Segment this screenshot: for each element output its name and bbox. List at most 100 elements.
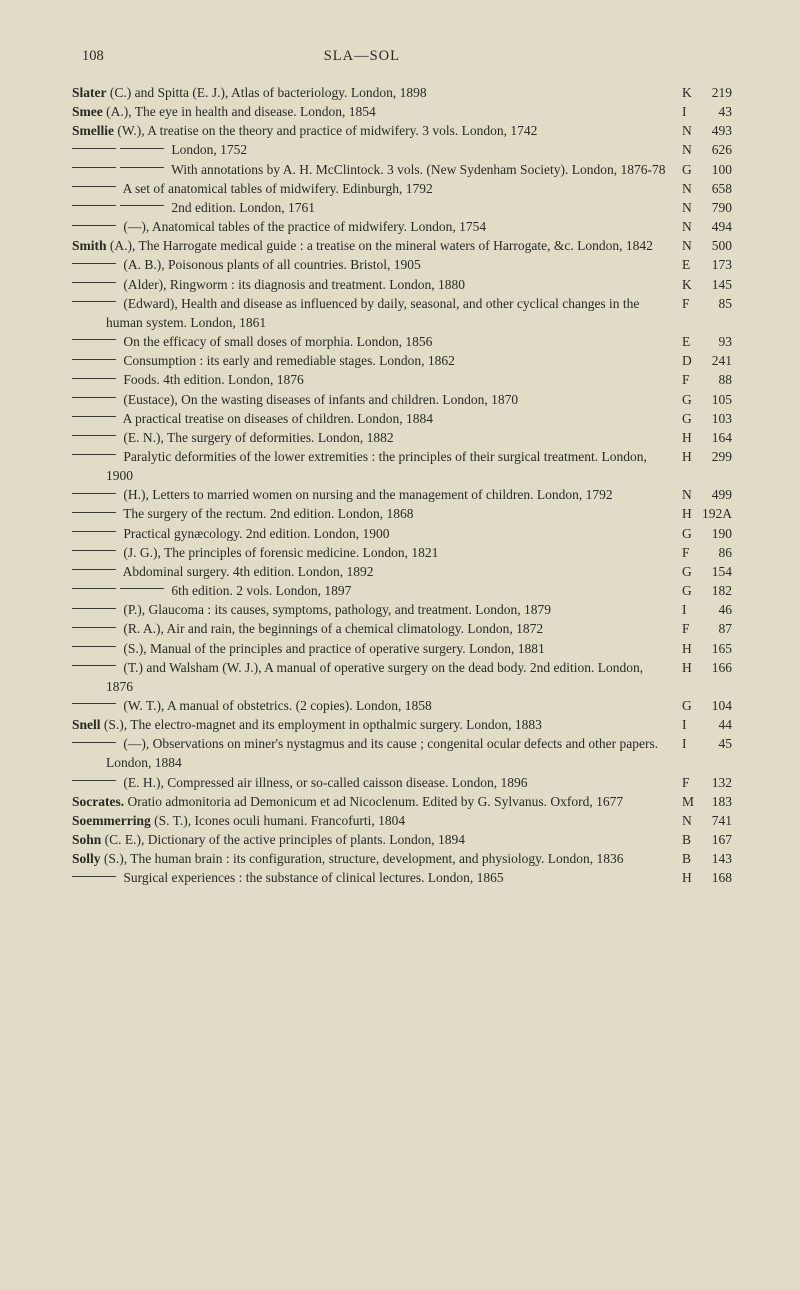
shelf-number: 658 <box>700 179 732 198</box>
entry-description: (E. H.), Compressed air illness, or so-c… <box>120 775 528 790</box>
shelf-code: B167 <box>682 830 740 849</box>
shelf-letter: N <box>682 121 700 140</box>
author-heading: Socrates. <box>72 794 124 809</box>
continuation-dash <box>120 205 164 206</box>
continuation-dash <box>72 876 116 877</box>
shelf-number: 500 <box>700 236 732 255</box>
shelf-number: 219 <box>700 83 732 102</box>
shelf-number: 626 <box>700 140 732 159</box>
bibliography-entry: (—), Observations on miner's nystagmus a… <box>72 734 740 772</box>
bibliography-entry: 6th edition. 2 vols. London, 1897G182 <box>72 581 740 600</box>
shelf-code: I43 <box>682 102 740 121</box>
shelf-code: N499 <box>682 485 740 504</box>
bibliography-entry: Smith (A.), The Harrogate medical guide … <box>72 236 740 255</box>
entry-text: Surgical experiences : the substance of … <box>72 868 682 887</box>
shelf-letter: H <box>682 504 700 523</box>
bibliography-entry: (R. A.), Air and rain, the beginnings of… <box>72 619 740 638</box>
shelf-code: G182 <box>682 581 740 600</box>
continuation-dash <box>72 301 116 302</box>
shelf-code: D241 <box>682 351 740 370</box>
shelf-letter: F <box>682 370 700 389</box>
entry-text: A practical treatise on diseases of chil… <box>72 409 682 428</box>
shelf-code: B143 <box>682 849 740 868</box>
bibliography-entry: Smee (A.), The eye in health and disease… <box>72 102 740 121</box>
bibliography-entry: (Eustace), On the wasting diseases of in… <box>72 390 740 409</box>
continuation-dash <box>72 588 116 589</box>
entry-text: Smellie (W.), A treatise on the theory a… <box>72 121 682 140</box>
shelf-letter: I <box>682 715 700 734</box>
continuation-dash <box>120 588 164 589</box>
bibliography-entry: (T.) and Walsham (W. J.), A manual of op… <box>72 658 740 696</box>
author-heading: Solly <box>72 851 101 866</box>
shelf-letter: D <box>682 351 700 370</box>
entry-text: (P.), Glaucoma : its causes, symptoms, p… <box>72 600 682 619</box>
shelf-number: 299 <box>700 447 732 466</box>
entry-text: Paralytic deformities of the lower extre… <box>72 447 682 485</box>
entry-description: (R. A.), Air and rain, the beginnings of… <box>120 621 543 636</box>
author-heading: Soemmerring <box>72 813 151 828</box>
entry-description: (C.) and Spitta (E. J.), Atlas of bacter… <box>107 85 427 100</box>
shelf-number: 493 <box>700 121 732 140</box>
entry-description: (S.), The electro-magnet and its employm… <box>101 717 542 732</box>
entry-description: London, 1752 <box>168 142 247 157</box>
continuation-dash <box>72 608 116 609</box>
continuation-dash <box>72 550 116 551</box>
bibliography-entry: Foods. 4th edition. London, 1876F88 <box>72 370 740 389</box>
shelf-number: 86 <box>700 543 732 562</box>
shelf-code: M183 <box>682 792 740 811</box>
continuation-dash <box>72 569 116 570</box>
continuation-dash <box>72 186 116 187</box>
shelf-code: I46 <box>682 600 740 619</box>
entry-description: (C. E.), Dictionary of the active princi… <box>101 832 465 847</box>
bibliography-entries: Slater (C.) and Spitta (E. J.), Atlas of… <box>72 83 740 888</box>
entry-description: (A. B.), Poisonous plants of all countri… <box>120 257 421 272</box>
continuation-dash <box>72 646 116 647</box>
shelf-number: 190 <box>700 524 732 543</box>
shelf-letter: H <box>682 428 700 447</box>
bibliography-entry: (E. N.), The surgery of deformities. Lon… <box>72 428 740 447</box>
shelf-number: 43 <box>700 102 732 121</box>
shelf-code: F86 <box>682 543 740 562</box>
shelf-code: N500 <box>682 236 740 255</box>
shelf-code: H192A <box>682 504 740 523</box>
entry-text: (T.) and Walsham (W. J.), A manual of op… <box>72 658 682 696</box>
shelf-code: F85 <box>682 294 740 332</box>
shelf-letter: I <box>682 600 700 619</box>
shelf-number: 166 <box>700 658 732 677</box>
bibliography-entry: On the efficacy of small doses of morphi… <box>72 332 740 351</box>
entry-text: Sohn (C. E.), Dictionary of the active p… <box>72 830 682 849</box>
shelf-letter: F <box>682 773 700 792</box>
shelf-code: N741 <box>682 811 740 830</box>
bibliography-entry: (S.), Manual of the principles and pract… <box>72 639 740 658</box>
entry-description: 2nd edition. London, 1761 <box>168 200 315 215</box>
continuation-dash <box>72 627 116 628</box>
shelf-letter: F <box>682 294 700 313</box>
shelf-letter: H <box>682 868 700 887</box>
entry-text: The surgery of the rectum. 2nd edition. … <box>72 504 682 523</box>
continuation-dash <box>72 167 116 168</box>
entry-description: (—), Anatomical tables of the practice o… <box>120 219 486 234</box>
shelf-number: 165 <box>700 639 732 658</box>
author-heading: Sohn <box>72 832 101 847</box>
shelf-letter: B <box>682 830 700 849</box>
shelf-number: 164 <box>700 428 732 447</box>
shelf-number: 44 <box>700 715 732 734</box>
entry-text: On the efficacy of small doses of morphi… <box>72 332 682 351</box>
bibliography-entry: (—), Anatomical tables of the practice o… <box>72 217 740 236</box>
shelf-number: 167 <box>700 830 732 849</box>
shelf-number: 100 <box>700 160 732 179</box>
entry-text: A set of anatomical tables of midwifery.… <box>72 179 682 198</box>
entry-description: Paralytic deformities of the lower extre… <box>106 449 647 483</box>
shelf-letter: G <box>682 524 700 543</box>
continuation-dash <box>72 493 116 494</box>
entry-description: Surgical experiences : the substance of … <box>120 870 504 885</box>
entry-description: (Eustace), On the wasting diseases of in… <box>120 392 518 407</box>
continuation-dash <box>72 665 116 666</box>
bibliography-entry: A practical treatise on diseases of chil… <box>72 409 740 428</box>
shelf-number: 145 <box>700 275 732 294</box>
bibliography-entry: Solly (S.), The human brain : its config… <box>72 849 740 868</box>
shelf-code: H164 <box>682 428 740 447</box>
entry-text: (—), Anatomical tables of the practice o… <box>72 217 682 236</box>
author-heading: Slater <box>72 85 107 100</box>
entry-description: Abdominal surgery. 4th edition. London, … <box>120 564 373 579</box>
